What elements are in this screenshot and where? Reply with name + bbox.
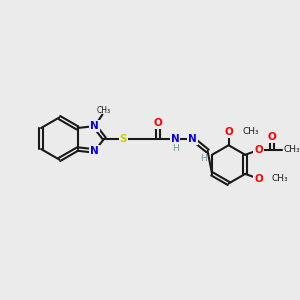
Text: O: O [154, 118, 162, 128]
Text: CH₃: CH₃ [242, 127, 259, 136]
Text: O: O [254, 174, 263, 184]
Text: H: H [172, 144, 178, 153]
Text: O: O [268, 132, 276, 142]
Text: N: N [171, 134, 179, 143]
Text: O: O [224, 127, 233, 137]
Text: CH₃: CH₃ [284, 146, 300, 154]
Text: N: N [90, 121, 99, 131]
Text: CH₃: CH₃ [272, 174, 289, 183]
Text: S: S [120, 134, 127, 143]
Text: H: H [200, 154, 207, 163]
Text: N: N [188, 134, 197, 143]
Text: O: O [254, 145, 263, 155]
Text: N: N [90, 146, 99, 156]
Text: CH₃: CH₃ [96, 106, 110, 115]
